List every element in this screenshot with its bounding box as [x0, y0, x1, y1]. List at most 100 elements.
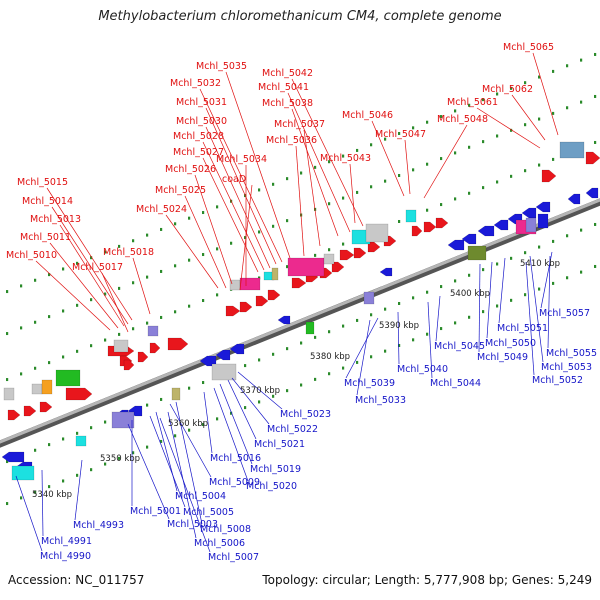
track-tick	[132, 327, 135, 331]
gene-label-reverse: Mchl_5052	[532, 375, 583, 386]
backbone-line	[0, 198, 600, 448]
gene-label-reverse: Mchl_5016	[210, 453, 261, 464]
track-tick	[244, 406, 247, 410]
leader-line	[237, 371, 283, 410]
track-tick	[118, 332, 121, 336]
track-tick	[132, 451, 135, 455]
leader-line	[435, 295, 441, 342]
track-tick	[468, 103, 471, 107]
track-tick	[524, 293, 527, 297]
forward-gene	[267, 289, 281, 301]
track-tick	[370, 143, 373, 147]
track-tick	[482, 186, 485, 190]
gene-label-reverse: Mchl_5020	[246, 481, 297, 492]
track-tick	[76, 473, 79, 477]
track-tick	[118, 286, 121, 290]
track-tick	[104, 420, 107, 424]
track-tick	[90, 344, 93, 348]
track-tick	[118, 456, 121, 460]
leader-line	[227, 379, 257, 440]
category-box	[211, 363, 237, 381]
track-tick	[188, 304, 191, 308]
forward-gene	[255, 295, 269, 307]
gene-label-forward: Mchl_5036	[266, 135, 317, 146]
category-box	[171, 387, 181, 401]
gene-label-forward: Mchl_5013	[30, 214, 81, 225]
track-tick	[538, 163, 541, 167]
leader-line	[184, 195, 227, 289]
track-tick	[454, 151, 457, 155]
track-tick	[216, 205, 219, 209]
track-tick	[398, 131, 401, 135]
leader-line	[397, 311, 400, 365]
forward-gene	[291, 277, 307, 289]
track-tick	[272, 352, 275, 356]
track-tick	[440, 327, 443, 331]
gene-label-reverse: Mchl_5033	[355, 395, 406, 406]
track-tick	[90, 298, 93, 302]
map-title: Methylobacterium chloromethanicum CM4, c…	[98, 9, 502, 24]
leader-line	[476, 107, 541, 149]
track-tick	[6, 502, 9, 506]
category-box	[147, 325, 159, 337]
track-tick	[594, 52, 597, 56]
reverse-gene	[277, 315, 291, 325]
category-box	[31, 383, 43, 395]
track-tick	[496, 304, 499, 308]
leader-line	[51, 206, 129, 325]
track-tick	[104, 462, 107, 466]
category-box	[75, 435, 87, 447]
track-tick	[440, 157, 443, 161]
track-tick	[34, 366, 37, 370]
track-tick	[342, 324, 345, 328]
scale-label: 5350 kbp	[100, 454, 140, 464]
scale-label: 5380 kbp	[310, 352, 350, 362]
track-tick	[202, 211, 205, 215]
track-tick	[440, 203, 443, 207]
track-tick	[34, 278, 37, 282]
gene-label-reverse: Mchl_5021	[254, 439, 305, 450]
track-tick	[104, 292, 107, 296]
category-box	[405, 209, 417, 223]
track-tick	[216, 247, 219, 251]
leader-line	[199, 88, 283, 263]
track-tick	[300, 383, 303, 387]
scale-label: 5370 kbp	[240, 386, 280, 396]
backbone	[0, 198, 600, 448]
forward-gene	[585, 151, 600, 165]
track-tick	[552, 69, 555, 73]
track-tick	[300, 171, 303, 175]
track-tick	[524, 123, 527, 127]
track-tick	[132, 239, 135, 243]
gene-label-forward: Mchl_5018	[103, 247, 154, 258]
track-tick	[412, 296, 415, 300]
leader-line	[167, 411, 197, 539]
track-tick	[188, 216, 191, 220]
reverse-gene	[585, 187, 599, 199]
category-box	[559, 141, 585, 159]
track-tick	[384, 179, 387, 183]
track-tick	[90, 468, 93, 472]
gene-label-reverse: Mchl_5019	[250, 464, 301, 475]
category-box	[537, 213, 549, 229]
leader-line	[427, 301, 433, 379]
gene-label-reverse: Mchl_5051	[497, 323, 548, 334]
forward-gene	[411, 225, 423, 237]
track-tick	[496, 262, 499, 266]
track-tick	[160, 227, 163, 231]
leader-line	[159, 417, 211, 553]
leader-line	[345, 317, 379, 379]
track-tick	[566, 276, 569, 280]
track-tick	[34, 448, 37, 452]
track-tick	[552, 111, 555, 115]
track-tick	[258, 358, 261, 362]
scale-label: 5390 kbp	[379, 321, 419, 331]
gene-label-forward: Mchl_5047	[375, 129, 426, 140]
track-tick	[454, 109, 457, 113]
track-tick	[160, 439, 163, 443]
track-tick	[398, 301, 401, 305]
track-tick	[496, 92, 499, 96]
gene-label-reverse: Mchl_5039	[344, 378, 395, 389]
leader-line	[291, 108, 339, 237]
